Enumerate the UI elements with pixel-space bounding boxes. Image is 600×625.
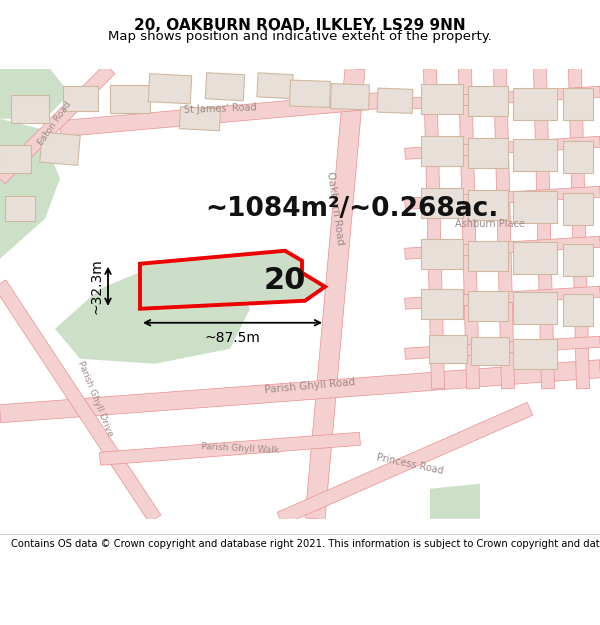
Polygon shape — [0, 360, 600, 423]
Bar — [468, 291, 508, 321]
Bar — [468, 86, 508, 116]
Text: 20: 20 — [264, 266, 306, 295]
Bar — [513, 339, 557, 369]
Bar — [5, 196, 35, 221]
Text: Parish Ghyll Walk: Parish Ghyll Walk — [201, 442, 279, 455]
Text: Contains OS data © Crown copyright and database right 2021. This information is : Contains OS data © Crown copyright and d… — [11, 539, 600, 549]
Text: 20, OAKBURN ROAD, ILKLEY, LS29 9NN: 20, OAKBURN ROAD, ILKLEY, LS29 9NN — [134, 18, 466, 32]
Polygon shape — [0, 64, 115, 184]
Bar — [377, 88, 413, 113]
Bar — [513, 139, 557, 171]
Bar — [421, 136, 463, 166]
Bar — [563, 192, 593, 225]
Polygon shape — [55, 264, 250, 364]
Polygon shape — [0, 119, 60, 259]
Bar — [290, 80, 331, 107]
Bar — [513, 88, 557, 120]
Polygon shape — [424, 69, 445, 389]
Text: Parish Ghyll Road: Parish Ghyll Road — [264, 377, 356, 395]
Bar — [421, 188, 463, 218]
Bar — [40, 132, 80, 166]
Text: Parish Ghyll Drive: Parish Ghyll Drive — [76, 359, 114, 438]
Polygon shape — [0, 69, 70, 119]
Polygon shape — [305, 68, 365, 519]
Bar — [429, 335, 467, 362]
Bar — [179, 107, 221, 131]
Bar — [331, 84, 370, 110]
Polygon shape — [533, 69, 554, 389]
Text: Ashburn Place: Ashburn Place — [455, 219, 525, 229]
Bar — [563, 294, 593, 326]
Polygon shape — [140, 251, 325, 309]
Bar — [563, 141, 593, 172]
Bar — [513, 191, 557, 222]
Text: ~32.3m: ~32.3m — [90, 258, 104, 314]
Polygon shape — [494, 69, 514, 389]
Polygon shape — [569, 69, 589, 389]
Polygon shape — [404, 86, 600, 109]
Bar — [421, 84, 463, 114]
Polygon shape — [404, 186, 600, 209]
Bar — [563, 244, 593, 276]
Polygon shape — [0, 280, 161, 522]
Bar — [513, 242, 557, 274]
Polygon shape — [100, 432, 361, 465]
Text: Oakburn Road: Oakburn Road — [325, 171, 345, 246]
Bar — [468, 241, 508, 271]
Polygon shape — [277, 402, 533, 525]
Text: Map shows position and indicative extent of the property.: Map shows position and indicative extent… — [108, 30, 492, 43]
Text: ~1084m²/~0.268ac.: ~1084m²/~0.268ac. — [205, 196, 499, 222]
Bar — [563, 88, 593, 120]
Bar — [148, 74, 192, 104]
Text: Eaton Road: Eaton Road — [37, 100, 73, 148]
Bar — [421, 289, 463, 319]
Bar — [468, 190, 508, 220]
Bar — [0, 145, 31, 172]
Bar — [11, 95, 49, 122]
Bar — [110, 85, 150, 112]
Text: St James' Road: St James' Road — [184, 102, 257, 115]
Polygon shape — [404, 136, 600, 159]
Bar — [471, 337, 509, 365]
Polygon shape — [404, 336, 600, 359]
Polygon shape — [458, 69, 479, 389]
Bar — [468, 138, 508, 168]
Text: Princess Road: Princess Road — [376, 452, 445, 476]
Polygon shape — [404, 236, 600, 259]
Bar — [257, 73, 293, 99]
Polygon shape — [59, 91, 401, 137]
Bar — [205, 72, 245, 101]
Text: ~87.5m: ~87.5m — [205, 331, 260, 345]
Polygon shape — [404, 286, 600, 309]
Bar — [62, 86, 97, 111]
Bar — [513, 292, 557, 324]
Polygon shape — [430, 484, 480, 519]
Bar — [421, 239, 463, 269]
